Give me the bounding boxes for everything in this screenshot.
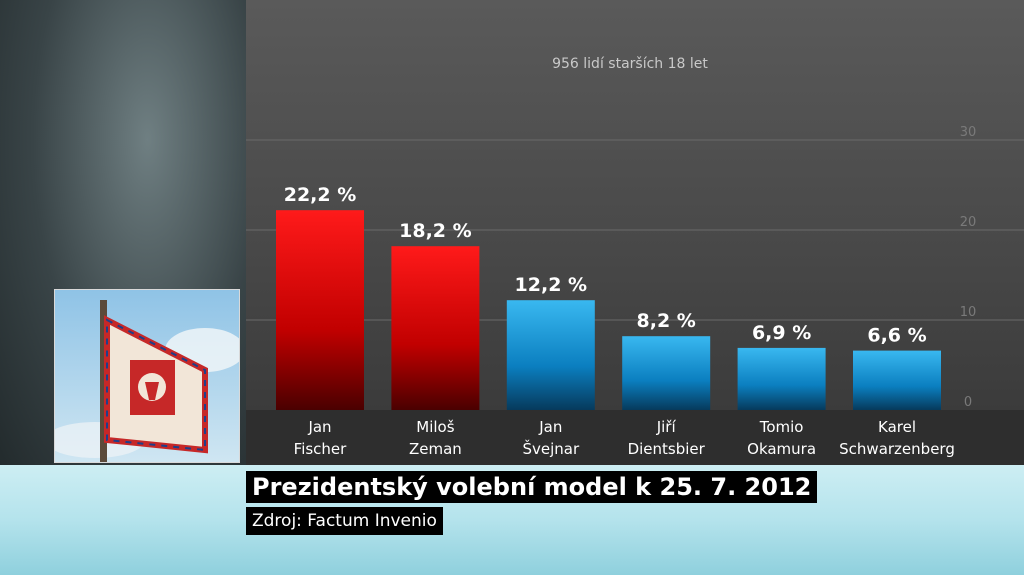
- category-label: Jiří: [656, 418, 677, 436]
- bar: [853, 350, 941, 410]
- bar-value-label: 12,2 %: [515, 274, 588, 296]
- bar-value-label: 18,2 %: [399, 220, 472, 242]
- bar: [506, 300, 595, 410]
- y-tick-label: 20: [960, 215, 977, 230]
- category-label: Fischer: [294, 440, 348, 458]
- bar-value-label: 8,2 %: [637, 310, 696, 332]
- category-label: Tomio: [759, 418, 804, 436]
- y-tick-label: 10: [960, 305, 977, 320]
- category-label: Schwarzenberg: [839, 440, 955, 458]
- category-labels: Jan Fischer Miloš Zeman Jan Švejnar Jiří Dients…: [294, 418, 955, 458]
- category-label: Okamura: [747, 440, 816, 458]
- headline-caption: Prezidentský volební model k 25. 7. 2012: [246, 471, 818, 503]
- y-tick-label: 30: [960, 125, 977, 140]
- source-caption: Zdroj: Factum Invenio: [246, 507, 443, 535]
- category-label: Karel: [878, 418, 916, 436]
- chart-subtitle: 956 lidí starších 18 let: [552, 56, 708, 72]
- category-label: Miloš: [416, 418, 454, 436]
- bar-value-labels: 22,2 % 18,2 % 12,2 % 8,2 % 6,9 % 6,6 %: [284, 184, 927, 346]
- bar-chart: 0 10 20 30 22,2 % 18,2 % 12,2 % 8,2 % 6,9 % 6,6 …: [246, 125, 1024, 458]
- bars: [276, 210, 941, 410]
- category-label: Jan: [307, 418, 331, 436]
- bar: [391, 246, 480, 410]
- bar-value-label: 6,9 %: [752, 322, 811, 344]
- y-tick-label: 0: [964, 395, 972, 410]
- bar: [737, 347, 826, 410]
- category-label: Zeman: [409, 440, 462, 458]
- category-label: Dientsbier: [628, 440, 706, 458]
- category-label: Švejnar: [522, 439, 579, 458]
- bar: [276, 210, 364, 410]
- y-ticks: 0 10 20 30: [960, 125, 977, 410]
- category-label: Jan: [538, 418, 562, 436]
- grid-lines: [246, 139, 1024, 321]
- bar: [622, 336, 711, 410]
- bar-value-label: 22,2 %: [284, 184, 357, 206]
- flag-photo: [54, 289, 240, 463]
- category-label-strip: [246, 410, 1024, 465]
- bar-value-label: 6,6 %: [867, 325, 926, 347]
